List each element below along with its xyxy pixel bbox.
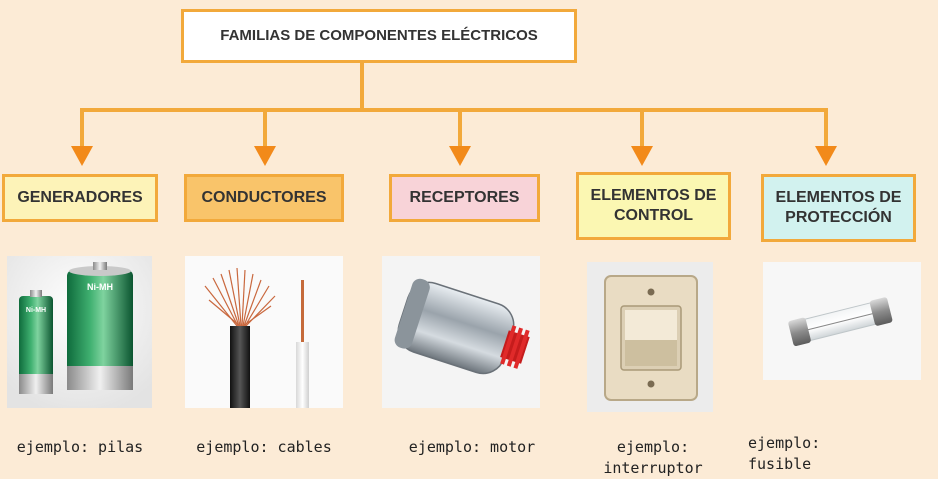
battery-label-large: Ni-MH [87, 282, 113, 292]
caption-generadores: ejemplo: pilas [16, 438, 144, 456]
fuse-image [763, 262, 921, 380]
batteries-image: Ni-MH Ni-MH [7, 256, 152, 408]
family-label: ELEMENTOS DE CONTROL [590, 187, 717, 224]
arrow-down-icon [815, 146, 837, 166]
arrow-down-icon [71, 146, 93, 166]
family-box-conductores: CONDUCTORES [184, 174, 344, 222]
family-label: CONDUCTORES [201, 189, 327, 206]
drop-line-4 [640, 108, 644, 146]
family-label: GENERADORES [17, 189, 143, 206]
family-box-elementos-proteccion: ELEMENTOS DE PROTECCIÓN [761, 174, 916, 242]
caption-elementos-control: ejemplo: interruptor [603, 438, 703, 477]
arrow-down-icon [254, 146, 276, 166]
motor-image [382, 256, 540, 408]
arrow-down-icon [631, 146, 653, 166]
arrow-down-icon [449, 146, 471, 166]
drop-line-2 [263, 108, 267, 146]
drop-line-5 [824, 108, 828, 146]
battery-label-small: Ni-MH [26, 307, 46, 314]
family-label: ELEMENTOS DE PROTECCIÓN [775, 189, 902, 226]
diagram-title: FAMILIAS DE COMPONENTES ELÉCTRICOS [181, 9, 577, 63]
caption-receptores: ejemplo: motor [408, 438, 536, 456]
cables-image [185, 256, 343, 408]
branch-line [80, 108, 828, 112]
family-box-generadores: GENERADORES [2, 174, 158, 222]
trunk-line [360, 63, 364, 110]
drop-line-3 [458, 108, 462, 146]
family-label: RECEPTORES [409, 189, 520, 206]
drop-line-1 [80, 108, 84, 146]
family-box-elementos-control: ELEMENTOS DE CONTROL [576, 172, 731, 240]
family-box-receptores: RECEPTORES [389, 174, 540, 222]
caption-conductores: ejemplo: cables [196, 438, 332, 456]
caption-elementos-proteccion: ejemplo: fusible [748, 434, 821, 473]
switch-image [587, 262, 713, 412]
diagram-title-text: FAMILIAS DE COMPONENTES ELÉCTRICOS [220, 27, 538, 44]
